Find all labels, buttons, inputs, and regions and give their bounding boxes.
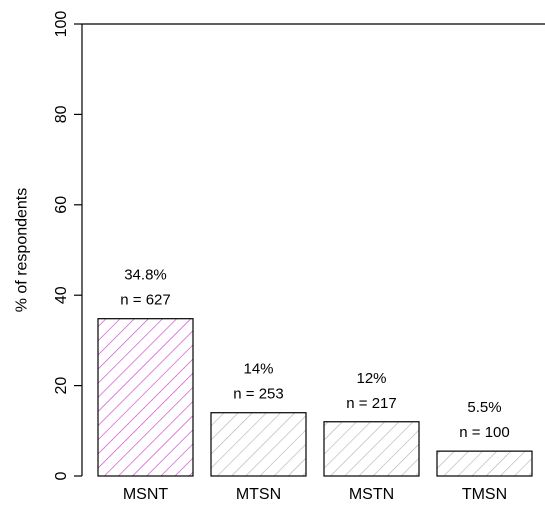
bar-value-label-mtsn: 14% (243, 361, 273, 378)
y-tick-label-20: 20 (53, 377, 70, 395)
data-labels-group: 34.8% n = 627 14% n = 253 12% n = 217 5.5% n = … (120, 267, 509, 441)
category-label-msnt: MSNT (123, 486, 169, 503)
bar-value-label-tmsn: 5.5% (467, 399, 501, 416)
bar-n-label-tmsn: n = 100 (459, 424, 509, 441)
bar-msnt (97, 318, 194, 477)
bar-n-label-mtsn: n = 253 (233, 386, 283, 403)
bar-value-label-mstn: 12% (356, 370, 386, 387)
y-tick-label-40: 40 (53, 286, 70, 304)
y-tick-label-60: 60 (53, 196, 70, 214)
category-label-mstn: MSTN (349, 486, 394, 503)
bar-tmsn (436, 450, 533, 477)
bar-value-label-msnt: 34.8% (124, 267, 167, 284)
category-label-mtsn: MTSN (236, 486, 281, 503)
y-axis-title: % of respondents (14, 188, 31, 313)
bars-group (97, 318, 533, 477)
bar-n-label-mstn: n = 217 (346, 395, 396, 412)
y-tick-label-100: 100 (53, 11, 70, 38)
category-labels-group: MSNT MTSN MSTN TMSN (123, 486, 507, 503)
category-label-tmsn: TMSN (462, 486, 507, 503)
bar-mstn (323, 421, 420, 477)
y-tick-label-0: 0 (53, 471, 70, 480)
bar-n-label-msnt: n = 627 (120, 292, 170, 309)
y-axis-ticks: 0 20 40 60 80 100 (53, 11, 82, 480)
y-tick-label-80: 80 (53, 105, 70, 123)
plot-frame (81, 23, 545, 476)
bar-mtsn (210, 412, 307, 477)
